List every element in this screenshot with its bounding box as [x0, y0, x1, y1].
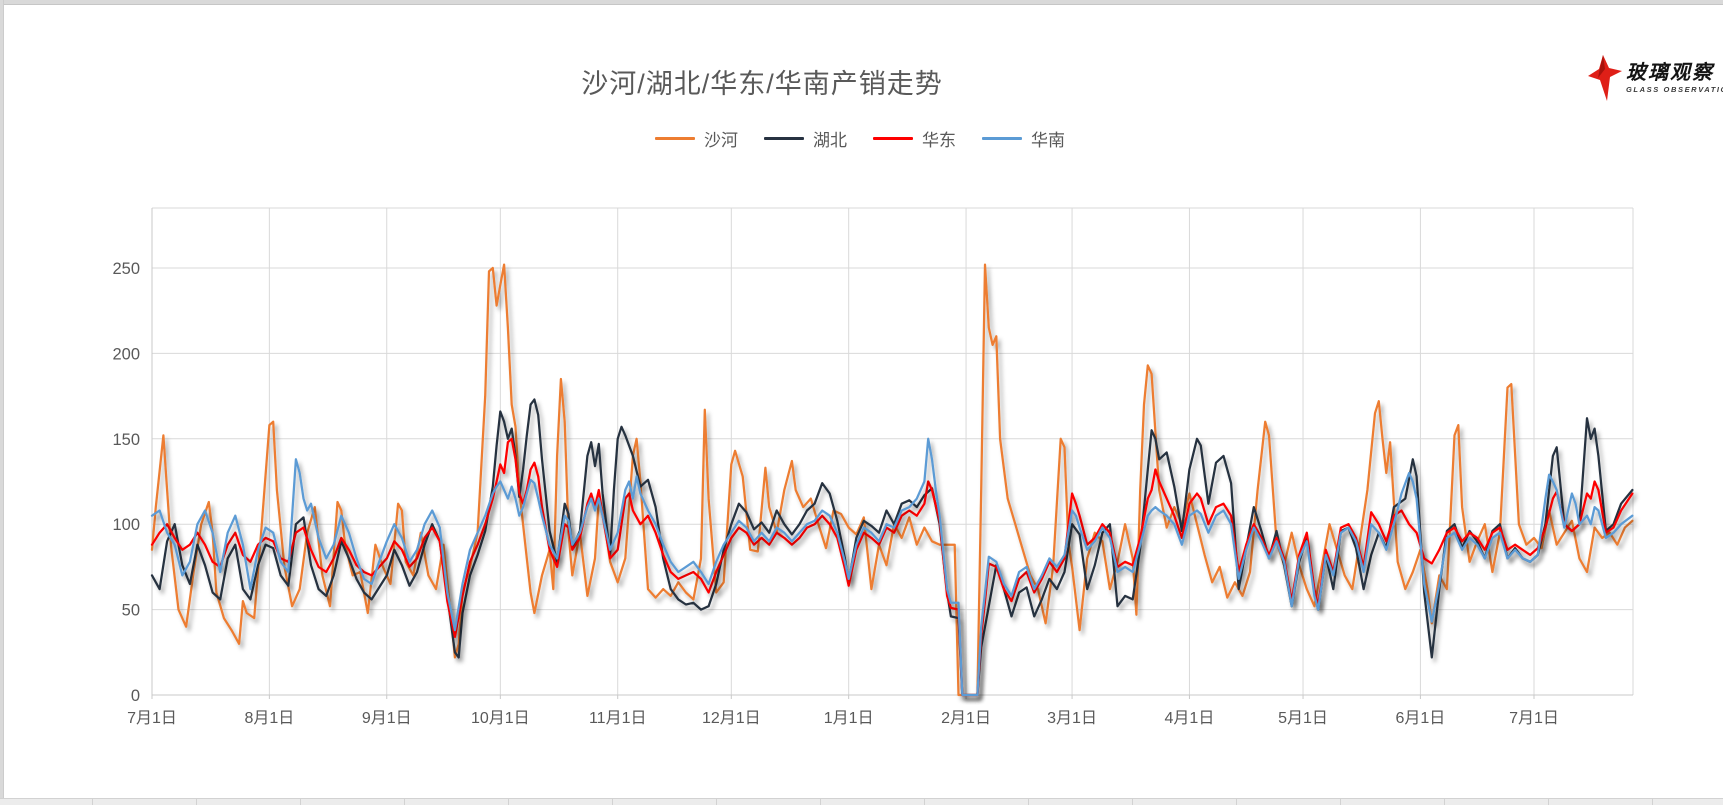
worksheet-column-separator — [924, 799, 925, 805]
worksheet-column-separator — [1548, 799, 1549, 805]
legend-item-huadong[interactable]: 华东 — [873, 126, 956, 151]
x-tick-label: 1月1日 — [824, 710, 874, 727]
worksheet-column-separator — [820, 799, 821, 805]
window-edge-left — [0, 0, 4, 805]
worksheet-column-separator — [716, 799, 717, 805]
legend-label-shahe: 沙河 — [704, 131, 738, 150]
x-tick-label: 12月1日 — [702, 710, 761, 727]
x-tick-label: 2月1日 — [941, 710, 991, 727]
x-tick-label: 3月1日 — [1047, 710, 1097, 727]
brand-subtitle: GLASS OBSERVATION — [1626, 84, 1723, 94]
y-tick-label: 200 — [112, 345, 140, 363]
chart-legend: 沙河 湖北 华东 华南 — [655, 126, 1065, 151]
x-tick-label: 6月1日 — [1396, 710, 1446, 727]
worksheet-column-separator — [196, 799, 197, 805]
shahe-line-swatch — [655, 137, 695, 140]
huadong-line-swatch — [873, 137, 913, 140]
brand-logo: 玻璃观察 GLASS OBSERVATION — [1588, 55, 1723, 101]
x-tick-label: 9月1日 — [362, 710, 412, 727]
worksheet-column-separator — [1652, 799, 1653, 805]
worksheet-column-separator — [1236, 799, 1237, 805]
huanan-line-swatch — [982, 137, 1022, 140]
worksheet-column-separator — [1444, 799, 1445, 805]
x-tick-label: 5月1日 — [1278, 710, 1328, 727]
x-tick-label: 7月1日 — [1509, 710, 1559, 727]
worksheet-column-separator — [1132, 799, 1133, 805]
y-tick-label: 50 — [122, 602, 140, 620]
worksheet-column-separator — [92, 799, 93, 805]
y-tick-label: 150 — [112, 431, 140, 449]
legend-item-hubei[interactable]: 湖北 — [764, 126, 847, 151]
worksheet-column-separator — [300, 799, 301, 805]
star-icon — [1588, 55, 1622, 101]
y-tick-label: 250 — [112, 260, 140, 278]
worksheet-column-separator — [1028, 799, 1029, 805]
worksheet-column-separator — [1340, 799, 1341, 805]
brand-name: 玻璃观察 — [1626, 61, 1714, 84]
series-line-华南 — [150, 437, 1634, 697]
x-tick-label: 11月1日 — [589, 710, 647, 727]
chart-title: 沙河/湖北/华东/华南产销走势 — [581, 69, 943, 99]
worksheet-column-separator — [404, 799, 405, 805]
x-tick-label: 8月1日 — [244, 710, 294, 727]
x-tick-label: 4月1日 — [1165, 710, 1215, 727]
legend-label-huanan: 华南 — [1031, 131, 1065, 150]
legend-item-shahe[interactable]: 沙河 — [655, 126, 738, 151]
x-tick-label: 10月1日 — [471, 710, 530, 727]
x-tick-label: 7月1日 — [127, 710, 177, 727]
hubei-line-swatch — [764, 137, 804, 140]
y-tick-label: 100 — [112, 516, 140, 534]
worksheet-edge-strip — [0, 798, 1723, 805]
window-edge-top — [0, 0, 1723, 5]
series-line-华东 — [150, 437, 1634, 697]
legend-label-huadong: 华东 — [922, 131, 956, 150]
series-line-沙河 — [150, 263, 1634, 697]
series-line-湖北 — [150, 398, 1634, 697]
legend-label-hubei: 湖北 — [813, 131, 847, 150]
legend-item-huanan[interactable]: 华南 — [982, 126, 1065, 151]
y-tick-label: 0 — [131, 687, 140, 705]
worksheet-column-separator — [508, 799, 509, 805]
worksheet-column-separator — [612, 799, 613, 805]
